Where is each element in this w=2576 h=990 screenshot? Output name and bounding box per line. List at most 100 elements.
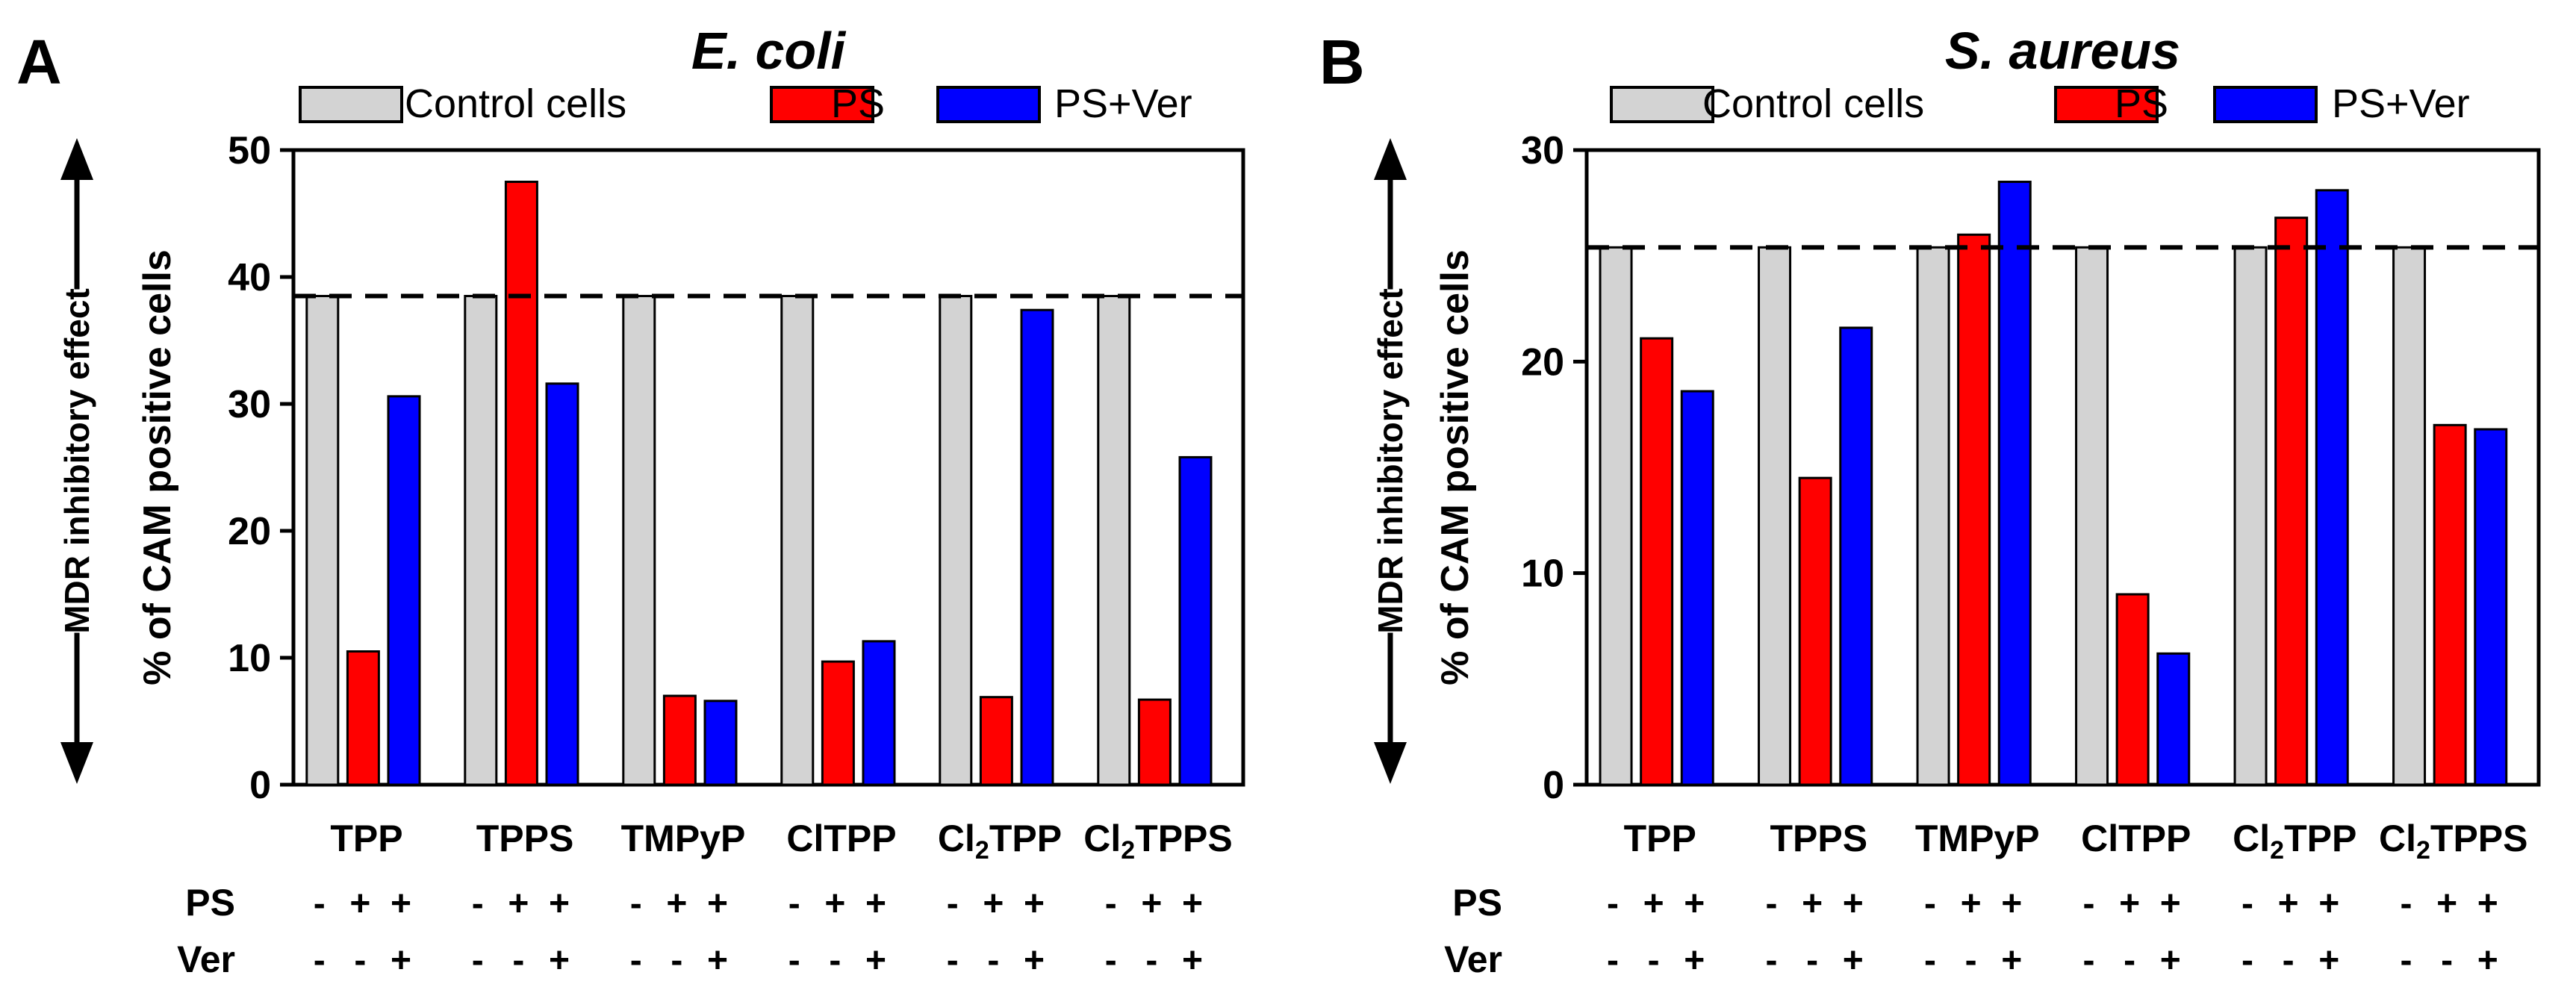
- legend-ps-swatch: [2054, 86, 2159, 123]
- sign-ps: -: [630, 884, 642, 924]
- bar-tmpyp-ps: [1957, 233, 1991, 786]
- sign-ps: +: [707, 884, 728, 924]
- sign-ps: +: [1802, 884, 1823, 924]
- chart-title: E. coli: [691, 22, 847, 80]
- y-tick-label: 20: [1521, 340, 1564, 384]
- plot-frame: [1584, 148, 2541, 787]
- bar-cl2tpps-control: [2392, 246, 2427, 786]
- sign-ver: +: [1843, 941, 1864, 980]
- row-label-ps: PS: [185, 882, 235, 924]
- arrow-head-up: [1374, 138, 1407, 180]
- sign-ver: -: [1766, 941, 1778, 980]
- y-tick-label: 40: [228, 256, 271, 299]
- sign-ps: -: [472, 884, 484, 924]
- sign-ps: +: [824, 884, 845, 924]
- sign-ver: +: [549, 941, 570, 980]
- y-tick-label: 30: [1521, 129, 1564, 172]
- bar-tpp-ps: [1640, 337, 1674, 786]
- legend-ps-ver: PS+Ver: [2213, 81, 2470, 126]
- bars: [305, 181, 1213, 786]
- y-axis-label: % of CAM positive cells: [1434, 249, 1477, 685]
- sign-ps: +: [349, 884, 370, 924]
- sign-ver: -: [1648, 941, 1660, 980]
- sign-ps: -: [314, 884, 326, 924]
- bar-cl2tpps-ps: [2433, 423, 2467, 786]
- bar-cltpp-control: [780, 295, 815, 786]
- sign-ver: +: [2477, 941, 2498, 980]
- bar-cltpp-ps: [2115, 593, 2150, 786]
- x-tick-label: TMPyP: [1915, 818, 2040, 859]
- arrow-head-down: [60, 742, 93, 784]
- sign-ver: -: [1105, 941, 1117, 980]
- sign-ver: -: [2241, 941, 2253, 980]
- bar-tpp-control: [1599, 246, 1633, 786]
- x-tick-label: TPPS: [1770, 818, 1867, 859]
- y-tick-label: 50: [228, 129, 271, 172]
- legend-ps-ver-label: PS+Ver: [1054, 81, 1192, 126]
- y-tick-label: 30: [228, 383, 271, 426]
- sign-ver: +: [2001, 941, 2022, 980]
- sign-ver: +: [865, 941, 886, 980]
- legend-ps: PS: [770, 81, 885, 126]
- row-label-ver: Ver: [1444, 938, 1502, 980]
- bar-cltpp-ps-ver: [2156, 652, 2191, 786]
- bar-tpp-ps: [346, 650, 380, 786]
- row-label-ver: Ver: [177, 938, 235, 980]
- sign-ps: -: [947, 884, 959, 924]
- bar-tpps-ps-ver: [1839, 326, 1873, 786]
- bar-tmpyp-ps-ver: [1997, 181, 2032, 786]
- bar-tpp-control: [305, 295, 340, 786]
- x-tick-label: TPP: [330, 818, 402, 859]
- sign-ver: -: [1965, 941, 1977, 980]
- sign-ps: +: [1684, 884, 1705, 924]
- sign-ver: -: [2401, 941, 2412, 980]
- legend-control-cells-swatch: [299, 86, 403, 123]
- bar-tpps-ps-ver: [545, 382, 579, 786]
- x-tick-label: ClTPP: [786, 818, 896, 859]
- y-tick-label: 0: [1543, 764, 1564, 807]
- arrow-head-up: [60, 138, 93, 180]
- legend-ps-ver: PS+Ver: [936, 81, 1192, 126]
- sign-ps: +: [549, 884, 570, 924]
- bar-cl2tpp-ps: [979, 696, 1013, 786]
- sign-ver: +: [707, 941, 728, 980]
- x-tick-label: Cl2TPPS: [2379, 818, 2528, 865]
- mdr-label: MDR inhibitory effect: [57, 288, 96, 634]
- row-label-ps: PS: [1452, 882, 1502, 924]
- arrow-head-down: [1374, 742, 1407, 784]
- plot-frame: [291, 148, 1245, 787]
- sign-ver: -: [987, 941, 999, 980]
- sign-ver: -: [2124, 941, 2135, 980]
- legend: Control cells PS PS+Ver: [299, 81, 1192, 126]
- sign-ps: -: [2241, 884, 2253, 924]
- y-tick-label: 10: [228, 637, 271, 680]
- legend-control-cells-label: Control cells: [405, 81, 626, 126]
- bar-tpps-control: [464, 295, 498, 786]
- sign-ver: -: [630, 941, 642, 980]
- bar-cl2tpps-control: [1097, 295, 1131, 786]
- sign-ps: -: [788, 884, 800, 924]
- sign-ps: +: [2001, 884, 2022, 924]
- x-tick-label: TPP: [1624, 818, 1696, 859]
- sign-ver: +: [1684, 941, 1705, 980]
- sign-ps: +: [2160, 884, 2181, 924]
- bar-tpp-ps-ver: [387, 395, 421, 786]
- bar-tmpyp-ps-ver: [703, 700, 738, 786]
- sign-ver: -: [671, 941, 682, 980]
- bar-cl2tpp-control: [2233, 246, 2268, 786]
- sign-ps: +: [1643, 884, 1664, 924]
- sign-ps: +: [666, 884, 687, 924]
- sign-ver: -: [788, 941, 800, 980]
- bar-tmpyp-control: [1916, 246, 1950, 786]
- bar-tpp-ps-ver: [1680, 390, 1714, 786]
- bar-tmpyp-ps: [662, 694, 697, 786]
- sign-ver: -: [472, 941, 484, 980]
- bar-cl2tpps-ps-ver: [2474, 428, 2508, 786]
- sign-ps: +: [1961, 884, 1982, 924]
- sign-ver: -: [2283, 941, 2295, 980]
- legend: Control cells PS PS+Ver: [1610, 81, 2470, 126]
- sign-ps: -: [1105, 884, 1117, 924]
- chart-title: S. aureus: [1945, 22, 2180, 80]
